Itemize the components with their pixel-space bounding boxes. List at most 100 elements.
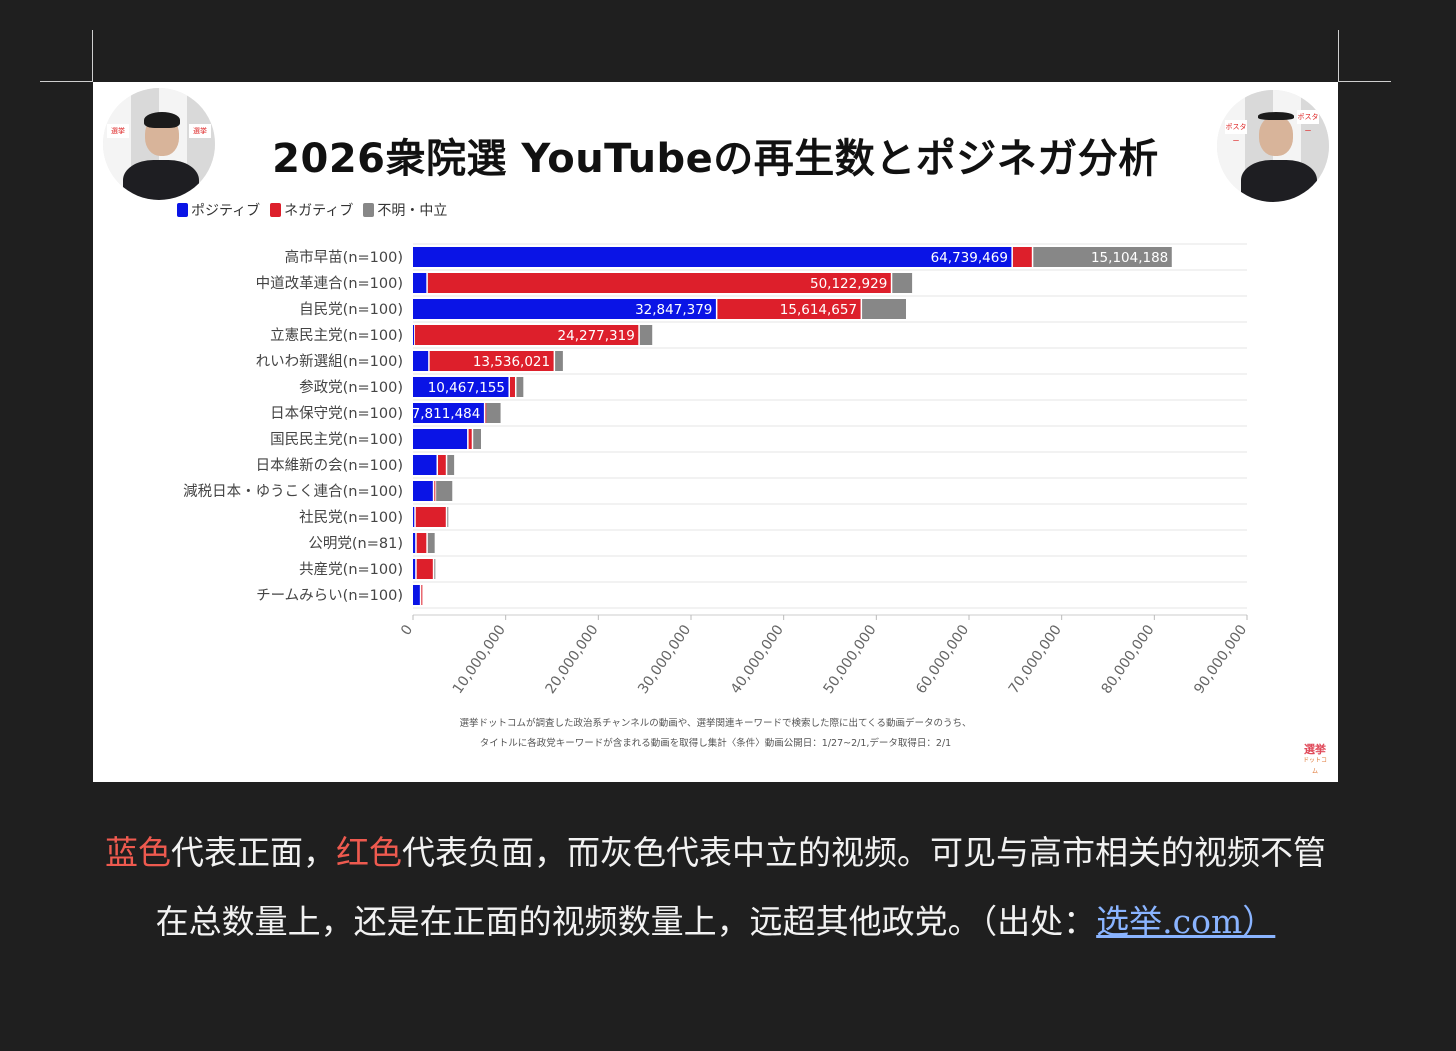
- category-label: 公明党(n=81): [308, 535, 403, 552]
- bar-segment: [1033, 247, 1172, 267]
- bar-data-label: 24,277,319: [558, 328, 635, 344]
- bar-segment: [509, 377, 515, 397]
- backdrop-logo-tile: 選挙: [189, 124, 211, 138]
- chart-source-note: 選挙ドットコムが調査した政治系チャンネルの動画や、選挙関連キーワードで検索した際…: [93, 714, 1338, 754]
- senkyo-dotcom-logo: 選挙 ドットコム: [1302, 743, 1328, 775]
- x-tick-label: 90,000,000: [1191, 622, 1250, 697]
- category-label: 減税日本・ゆうこく連合(n=100): [183, 483, 403, 500]
- brand-logo-sub: ドットコム: [1302, 757, 1327, 775]
- bar-segment: [413, 403, 484, 423]
- bar-segment: [413, 351, 429, 371]
- x-tick-label: 80,000,000: [1099, 622, 1158, 697]
- bar-segment: [415, 507, 446, 527]
- category-label: 社民党(n=100): [299, 509, 403, 526]
- x-tick-label: 40,000,000: [728, 622, 787, 697]
- bar-segment: [413, 533, 416, 553]
- legend-label-negative: ネガティブ: [284, 203, 354, 219]
- bar-segment: [429, 351, 554, 371]
- bar-segment: [892, 273, 913, 293]
- x-tick-label: 30,000,000: [635, 622, 694, 697]
- bar-segment: [421, 585, 423, 605]
- chart-source-note-line1: 選挙ドットコムが調査した政治系チャンネルの動画や、選挙関連キーワードで検索した際…: [459, 718, 972, 729]
- bar-segment: [413, 325, 414, 345]
- bar-segment: [436, 481, 453, 501]
- bar-segment: [413, 585, 420, 605]
- crop-mark-left-h: [40, 81, 92, 82]
- category-label: 中道改革連合(n=100): [256, 275, 403, 292]
- x-tick-label: 10,000,000: [450, 622, 509, 697]
- legend-item-neutral: 不明・中立: [363, 200, 447, 220]
- bar-data-label: 15,614,657: [780, 302, 857, 318]
- bar-segment: [717, 299, 861, 319]
- bar-segment: [427, 533, 435, 553]
- category-label: 国民民主党(n=100): [270, 431, 403, 448]
- bar-segment: [413, 377, 509, 397]
- bar-segment: [413, 481, 433, 501]
- bar-segment: [555, 351, 563, 371]
- bar-segment: [447, 455, 455, 475]
- stacked-bar-chart: 0 10,000,000 20,000,000 30,000,000 40,000,00…: [183, 243, 1250, 697]
- bar-segment: [862, 299, 906, 319]
- x-tick-label: 0: [398, 622, 416, 638]
- caption-blue-word: 蓝色: [105, 833, 171, 872]
- legend-item-negative: ネガティブ: [270, 200, 353, 220]
- crop-mark-left: [92, 30, 93, 82]
- x-tick-label: 70,000,000: [1006, 622, 1065, 697]
- source-link[interactable]: 选举.com）: [1096, 902, 1276, 941]
- bar-segment: [413, 273, 427, 293]
- category-label: 参政党(n=100): [299, 379, 403, 396]
- legend-swatch-neutral: [363, 203, 375, 217]
- chart-legend: ポジティブ ネガティブ 不明・中立: [177, 200, 447, 220]
- category-label: 立憲民主党(n=100): [270, 326, 403, 344]
- bar-segment: [639, 325, 653, 345]
- bar-segment: [434, 559, 436, 579]
- category-label: チームみらい(n=100): [256, 588, 403, 604]
- bar-data-label: 13,536,021: [473, 354, 550, 370]
- chart-slide: 選挙 選挙 ポスター ポスター 2026衆院選 YouTubeの再生数とポジネガ…: [93, 82, 1338, 782]
- category-label: 自民党(n=100): [299, 301, 403, 318]
- x-tick-label: 50,000,000: [821, 622, 880, 697]
- crop-mark-right-h: [1339, 81, 1391, 82]
- backdrop-logo-tile: ポスター: [1297, 110, 1319, 135]
- bar-segment: [1012, 247, 1032, 267]
- bar-data-label: 10,467,155: [428, 380, 505, 396]
- bar-data-label: 15,104,188: [1091, 250, 1168, 266]
- bar-segment: [447, 507, 449, 527]
- speaker-left-avatar: 選挙 選挙: [103, 88, 215, 200]
- caption-part2: 代表负面，而灰色代表中立的视频。可见与高市相关的视频不管在总数量上，还是在正面的…: [155, 833, 1326, 941]
- bar-data-label: 7,811,484: [412, 406, 481, 422]
- bar-segment: [413, 559, 416, 579]
- legend-label-positive: ポジティブ: [191, 203, 261, 219]
- bar-segment: [413, 247, 1012, 267]
- backdrop-logo-tile: 選挙: [107, 124, 129, 138]
- backdrop-logo-tile: ポスター: [1225, 120, 1247, 145]
- bar-segment: [413, 299, 716, 319]
- category-label: 日本保守党(n=100): [270, 405, 403, 422]
- bar-data-label: 50,122,929: [810, 276, 887, 292]
- x-tick-label: 60,000,000: [913, 622, 972, 697]
- bar-segment: [473, 429, 481, 449]
- caption-part1: 代表正面，: [171, 833, 336, 872]
- bar-segment: [413, 429, 468, 449]
- category-label: 日本維新の会(n=100): [256, 457, 403, 474]
- bar-segment: [516, 377, 524, 397]
- legend-swatch-positive: [177, 203, 188, 217]
- bar-segment: [468, 429, 472, 449]
- bar-segment: [416, 533, 427, 553]
- x-tick-label: 20,000,000: [543, 622, 602, 697]
- category-label: れいわ新選組(n=100): [256, 353, 403, 370]
- article-caption: 蓝色代表正面，红色代表负面，而灰色代表中立的视频。可见与高市相关的视频不管在总数…: [93, 818, 1338, 956]
- bar-segment: [434, 481, 436, 501]
- bar-segment: [414, 325, 639, 345]
- legend-item-positive: ポジティブ: [177, 200, 260, 220]
- legend-swatch-negative: [270, 203, 282, 217]
- legend-label-neutral: 不明・中立: [377, 203, 448, 219]
- bar-data-label: 64,739,469: [931, 250, 1008, 266]
- brand-logo-main: 選挙: [1304, 743, 1326, 756]
- category-label: 共産党(n=100): [299, 561, 403, 578]
- bar-segment: [427, 273, 891, 293]
- bar-segment: [486, 403, 501, 423]
- bar-segment: [413, 455, 437, 475]
- bar-segment: [413, 507, 415, 527]
- bar-segment: [485, 403, 487, 423]
